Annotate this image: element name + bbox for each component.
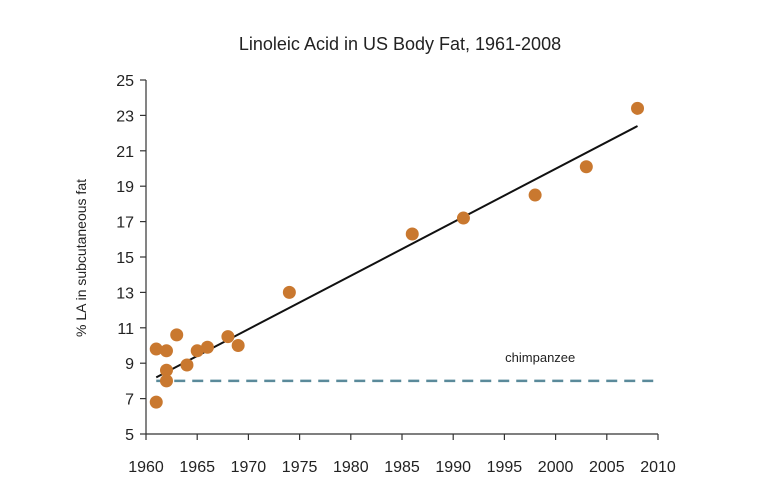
y-tick-label: 7 — [125, 392, 134, 409]
x-tick-label: 1995 — [487, 459, 523, 476]
data-point — [282, 285, 296, 299]
data-point — [631, 101, 645, 115]
x-tick-label: 1975 — [282, 459, 318, 476]
x-tick-label: 1965 — [179, 459, 215, 476]
y-tick-label: 5 — [125, 427, 134, 444]
y-tick-label: 17 — [116, 215, 134, 232]
y-tick-label: 11 — [117, 321, 134, 338]
data-point — [221, 330, 235, 344]
data-point — [579, 160, 593, 174]
data-point — [149, 395, 163, 409]
x-tick-label: 1980 — [333, 459, 369, 476]
data-point — [159, 344, 173, 358]
x-tick-label: 2010 — [640, 459, 676, 476]
data-point — [231, 339, 245, 352]
data-point — [190, 344, 204, 358]
data-point — [405, 227, 419, 241]
x-tick-label: 1970 — [231, 459, 267, 476]
data-point — [200, 340, 214, 354]
y-tick-label: 19 — [116, 179, 134, 196]
x-tick-label: 2000 — [538, 459, 574, 476]
y-tick-label: 23 — [116, 108, 134, 125]
data-point — [456, 211, 470, 225]
trend-line — [155, 125, 638, 379]
x-tick-label: 1960 — [128, 459, 164, 476]
data-point — [159, 374, 173, 388]
x-tick-label: 1990 — [435, 459, 471, 476]
y-tick-label: 25 — [116, 73, 134, 90]
y-tick-label: 13 — [116, 285, 134, 302]
y-tick-label: 15 — [116, 250, 134, 267]
y-axis-label: % LA in subcutaneous fat — [73, 179, 89, 337]
data-point — [528, 188, 542, 202]
plot-area: 5 7 9 11 13 15 17 19 21 23 25 1960 1965 1970 1975 1980 1… — [116, 73, 676, 476]
data-point — [180, 358, 194, 372]
chart-title: Linoleic Acid in US Body Fat, 1961-2008 — [239, 34, 561, 54]
x-tick-label: 1985 — [384, 459, 420, 476]
y-tick-label: 9 — [125, 356, 134, 373]
x-tick-label: 2005 — [589, 459, 625, 476]
data-point — [149, 342, 163, 356]
data-point — [170, 328, 184, 342]
chimpanzee-label: chimpanzee — [505, 350, 575, 365]
data-point — [159, 363, 173, 377]
y-tick-label: 21 — [116, 144, 134, 161]
